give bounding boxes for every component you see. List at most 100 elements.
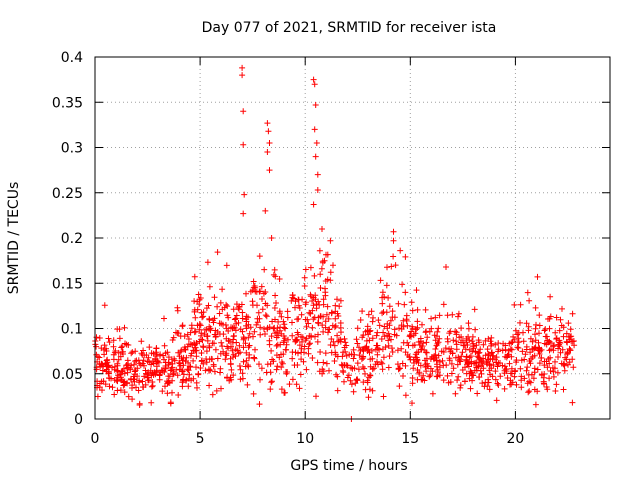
data-point: [180, 362, 187, 369]
data-point: [280, 318, 287, 325]
data-point: [454, 377, 461, 384]
data-point: [317, 271, 324, 278]
data-point: [525, 327, 532, 334]
data-point: [318, 265, 325, 272]
data-point: [536, 351, 543, 357]
data-point: [268, 235, 275, 241]
data-point: [402, 289, 409, 296]
data-point: [276, 327, 283, 334]
data-point: [467, 385, 474, 392]
data-point: [557, 316, 564, 323]
data-point: [314, 171, 321, 178]
data-point: [402, 362, 409, 369]
data-point: [334, 387, 341, 394]
data-point: [349, 365, 356, 372]
data-point: [161, 369, 168, 375]
data-point: [362, 386, 369, 393]
data-point: [257, 331, 264, 338]
data-point: [192, 344, 199, 351]
data-point: [101, 342, 108, 349]
data-point: [416, 370, 423, 377]
data-point: [409, 380, 416, 387]
data-point: [276, 354, 283, 361]
data-point: [315, 319, 321, 326]
data-point: [228, 376, 235, 383]
data-point: [484, 383, 491, 390]
data-point: [356, 352, 363, 359]
data-point: [423, 328, 430, 335]
data-point: [345, 372, 352, 379]
data-point: [313, 393, 319, 400]
data-point: [475, 337, 482, 344]
data-point: [266, 140, 273, 146]
data-point: [327, 277, 334, 284]
data-point: [197, 295, 204, 301]
data-point: [294, 362, 301, 368]
data-point: [164, 380, 171, 387]
data-point: [167, 400, 174, 407]
data-point: [365, 346, 372, 353]
data-point: [508, 339, 515, 346]
data-point: [146, 359, 153, 366]
data-point: [323, 360, 330, 367]
data-point: [271, 305, 278, 311]
data-point: [449, 311, 456, 318]
data-point: [355, 366, 362, 373]
y-tick-label: 0.25: [52, 186, 83, 202]
data-point: [435, 339, 442, 346]
data-point: [256, 288, 263, 295]
data-point: [381, 323, 388, 330]
data-point: [160, 352, 167, 359]
data-point: [325, 329, 331, 336]
data-point: [236, 303, 243, 310]
data-point: [511, 301, 518, 308]
data-point: [554, 369, 561, 376]
data-point: [262, 331, 268, 337]
data-point: [462, 346, 469, 353]
data-point: [386, 303, 393, 310]
data-point: [272, 292, 279, 299]
data-point: [267, 386, 274, 393]
y-tick-label: 0.1: [61, 322, 83, 338]
data-point: [328, 336, 335, 342]
data-point: [257, 376, 263, 383]
data-point: [337, 320, 344, 326]
data-point: [233, 312, 240, 319]
data-point: [316, 247, 323, 254]
data-point: [466, 375, 473, 382]
data-point: [538, 346, 545, 353]
data-point: [325, 315, 332, 322]
data-point: [455, 313, 461, 320]
data-point: [302, 266, 309, 273]
data-point: [327, 237, 334, 244]
data-point: [389, 314, 396, 321]
data-point: [465, 320, 472, 327]
data-point: [373, 342, 380, 349]
data-point: [262, 312, 269, 319]
data-point: [541, 327, 548, 334]
data-point: [433, 357, 440, 364]
data-point: [444, 372, 451, 379]
data-point: [228, 343, 234, 350]
data-point: [179, 323, 186, 330]
data-point: [366, 328, 373, 335]
y-tick-label: 0.2: [61, 231, 83, 247]
data-point: [106, 383, 113, 390]
data-point: [184, 366, 191, 373]
data-point: [129, 382, 136, 389]
data-point: [240, 210, 247, 217]
data-point: [464, 359, 471, 366]
data-point: [231, 316, 238, 323]
data-point: [553, 336, 560, 342]
data-point: [517, 365, 524, 372]
data-point: [366, 349, 373, 356]
data-point: [475, 350, 482, 357]
data-point: [209, 340, 216, 347]
data-point: [443, 264, 449, 270]
data-point: [536, 360, 543, 367]
data-point: [494, 380, 501, 387]
data-point: [261, 325, 267, 332]
data-point: [324, 276, 331, 283]
data-point: [415, 360, 422, 366]
data-point: [121, 324, 128, 331]
